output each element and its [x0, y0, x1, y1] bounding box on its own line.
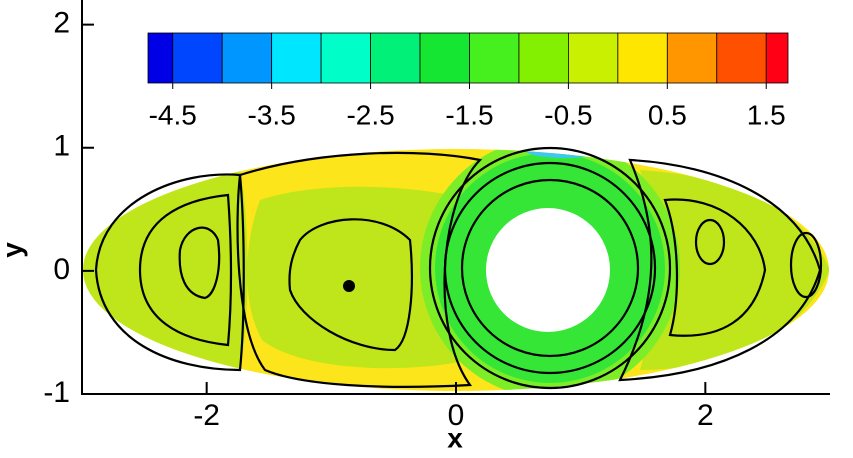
contour-field	[83, 149, 829, 391]
colorbar-tick-label: 1.5	[747, 99, 786, 130]
colorbar-tick-label: -1.5	[445, 99, 493, 130]
y-tick-label: 2	[53, 7, 70, 40]
colorbar-swatch	[518, 32, 569, 84]
colorbar-swatch	[172, 32, 223, 84]
colorbar-tick-label: -3.5	[248, 99, 296, 130]
colorbar-swatch	[320, 32, 371, 84]
colorbar-swatch	[419, 32, 470, 84]
colorbar-tick-label: 0.5	[648, 99, 687, 130]
colorbar-tick-label: -0.5	[544, 99, 592, 130]
x-tick-label: 0	[448, 399, 465, 432]
colorbar-tick-label: -4.5	[149, 99, 197, 130]
colorbar-swatch	[666, 32, 718, 84]
x-tick-label: 2	[697, 399, 714, 432]
colorbar-swatch	[147, 32, 174, 84]
colorbar-swatch	[716, 32, 767, 84]
colorbar-swatch	[568, 32, 619, 84]
y-tick-label: -1	[43, 376, 70, 409]
colorbar-swatch	[765, 32, 789, 84]
y-axis-label: y	[0, 242, 27, 258]
y-tick-label: 0	[53, 253, 70, 286]
colorbar-swatch	[271, 32, 322, 84]
colorbar-swatch	[221, 32, 273, 84]
colorbar-tick-label: -2.5	[346, 99, 394, 130]
x-tick-label: -2	[193, 399, 220, 432]
colorbar-swatch	[370, 32, 421, 84]
streamlines	[94, 146, 823, 390]
y-tick-label: 1	[53, 130, 70, 163]
colorbar-swatch	[469, 32, 520, 84]
colorbar-swatch	[617, 32, 668, 84]
x-axis-label: x	[447, 422, 463, 453]
